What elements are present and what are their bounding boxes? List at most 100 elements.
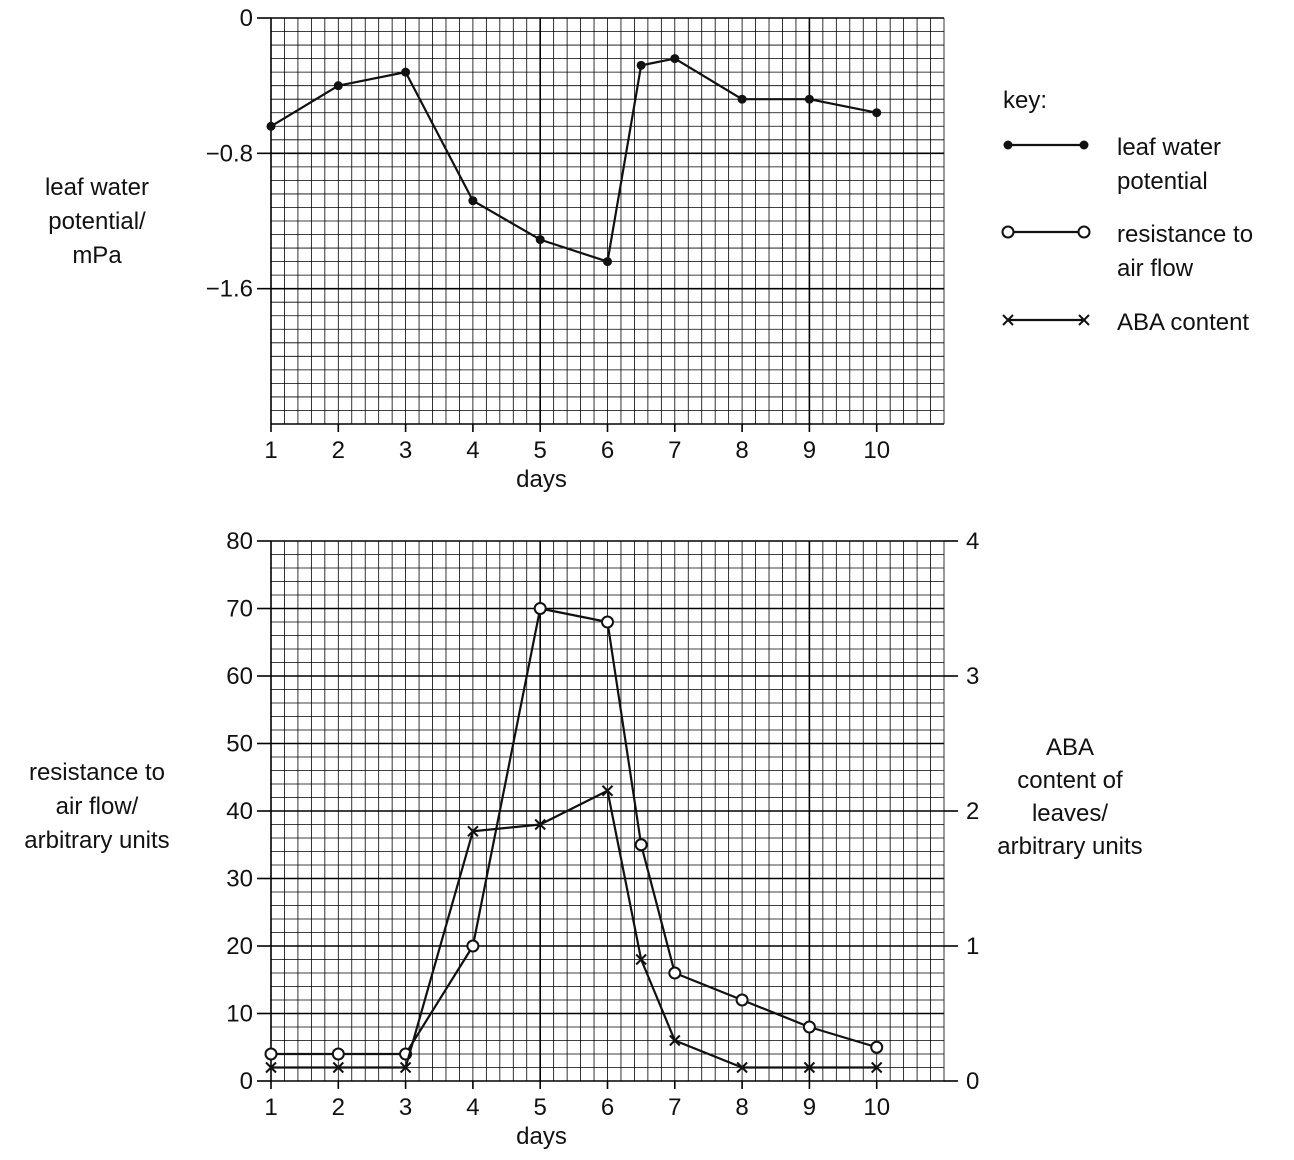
x-tick-label: 9 <box>803 437 816 464</box>
x-tick-label: 7 <box>668 437 681 464</box>
legend-label: resistance to <box>1117 221 1253 248</box>
data-point <box>535 235 545 245</box>
y-axis-label: resistance to <box>29 759 165 786</box>
legend-marker-right <box>1077 225 1091 239</box>
legend-item-1: resistance to air flow <box>1001 221 1253 282</box>
legend-marker-left <box>1002 314 1014 326</box>
y2-tick-label: 4 <box>966 528 979 555</box>
y-axis-label: mPa <box>72 242 122 269</box>
x-axis-label: days <box>516 466 567 493</box>
y2-tick-label: 3 <box>966 663 979 690</box>
legend-marker-left <box>1001 225 1015 239</box>
y-tick-label: 40 <box>226 798 253 825</box>
x-tick-label: 1 <box>264 1094 277 1121</box>
y-axis-label: potential/ <box>48 208 146 235</box>
data-point <box>601 615 614 629</box>
y2-tick-label: 1 <box>966 933 979 960</box>
data-point <box>870 1040 884 1054</box>
y-tick-label: 0 <box>240 5 253 32</box>
legend-label: ABA content <box>1117 309 1249 336</box>
series-line <box>270 57 877 263</box>
data-point <box>668 966 682 980</box>
legend: key: leaf water potential resistance to air … <box>1001 87 1253 336</box>
data-point <box>466 939 480 953</box>
data-point <box>331 1047 345 1061</box>
legend-marker-right <box>1079 140 1089 150</box>
x-tick-label: 6 <box>601 437 614 464</box>
legend-label: potential <box>1117 168 1208 195</box>
x-tick-label: 5 <box>534 1094 547 1121</box>
x-tick-label: 1 <box>264 437 277 464</box>
x-tick-label: 6 <box>601 1094 614 1121</box>
data-point <box>735 993 749 1007</box>
data-point <box>468 196 478 206</box>
y-tick-label: 0 <box>240 1068 253 1095</box>
data-point <box>636 60 646 70</box>
y-tick-label: 30 <box>226 866 253 893</box>
y-tick-label: 10 <box>226 1001 253 1028</box>
data-point <box>266 121 276 131</box>
data-point <box>603 257 612 267</box>
y-tick-label: −1.6 <box>206 276 253 303</box>
y-tick-label: 20 <box>226 933 253 960</box>
x-tick-label: 10 <box>863 437 890 464</box>
data-point <box>467 825 479 837</box>
series-line <box>271 789 877 1069</box>
data-point <box>264 1047 278 1061</box>
data-point <box>265 1061 277 1074</box>
y2-tick-label: 0 <box>966 1068 979 1095</box>
x-tick-label: 9 <box>803 1094 816 1121</box>
y-tick-label: 60 <box>226 663 253 690</box>
y-tick-label: 70 <box>226 596 253 623</box>
x-tick-label: 4 <box>466 437 479 464</box>
data-point <box>399 1061 412 1074</box>
y-axis-label: air flow/ <box>56 793 139 820</box>
y2-tick-label: 2 <box>966 798 979 825</box>
y2-axis-label: ABA <box>1046 734 1094 761</box>
data-point <box>670 54 680 64</box>
x-tick-label: 3 <box>399 1094 412 1121</box>
data-point <box>333 81 343 91</box>
data-point <box>401 67 411 77</box>
data-point <box>737 94 747 104</box>
data-point <box>803 1061 816 1074</box>
legend-label: air flow <box>1117 255 1194 282</box>
y2-axis-label: content of <box>1017 767 1123 794</box>
x-tick-label: 8 <box>735 437 748 464</box>
leaf-water-potential-chart: 0 −0.8 −1.6 1 2 3 4 5 6 7 8 9 10 days leaf water potent… <box>45 5 945 493</box>
x-tick-label: 2 <box>332 1094 345 1121</box>
data-point <box>669 1034 681 1047</box>
legend-marker-left <box>1003 140 1013 150</box>
y-axis-label: arbitrary units <box>24 827 169 854</box>
x-tick-label: 8 <box>735 1094 748 1121</box>
legend-label: leaf water <box>1117 134 1221 161</box>
data-point <box>802 1020 816 1034</box>
data-point <box>534 818 546 831</box>
x-tick-label: 10 <box>863 1094 890 1121</box>
x-tick-label: 5 <box>534 437 547 464</box>
x-axis-label: days <box>516 1123 567 1150</box>
data-point <box>533 602 547 615</box>
legend-title: key: <box>1003 87 1047 114</box>
series-1 <box>265 785 883 1074</box>
x-tick-label: 4 <box>466 1094 479 1121</box>
y-axis-label: leaf water <box>45 174 149 201</box>
series-0 <box>264 602 884 1061</box>
legend-item-2: ABA content <box>1002 309 1249 336</box>
y-tick-label: 50 <box>226 731 253 758</box>
y-tick-label: 80 <box>226 528 253 555</box>
data-point <box>332 1061 345 1074</box>
x-tick-label: 7 <box>668 1094 681 1121</box>
data-point <box>872 108 882 118</box>
legend-item-0: leaf water potential <box>1003 134 1221 195</box>
data-point <box>635 953 647 966</box>
data-point <box>601 785 614 797</box>
y-tick-label: −0.8 <box>206 140 253 167</box>
data-point <box>634 838 648 852</box>
y2-axis-label: arbitrary units <box>997 833 1142 860</box>
y2-axis-label: leaves/ <box>1032 800 1108 827</box>
x-tick-label: 2 <box>332 437 345 464</box>
x-tick-label: 3 <box>399 437 412 464</box>
